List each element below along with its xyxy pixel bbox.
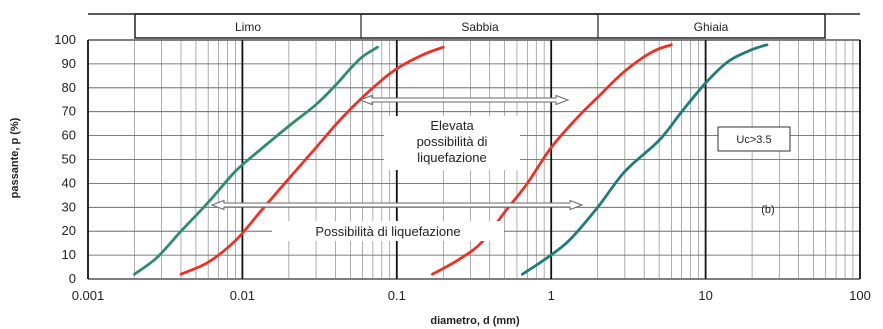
annotation-possibilita: Possibilità di liquefazione <box>272 221 504 241</box>
x-axis-title: diametro, d (mm) <box>430 315 520 327</box>
y-tick-label: 30 <box>62 199 76 214</box>
band-label-ghiaia: Ghiaia <box>694 20 729 34</box>
annotation-uc-box <box>717 126 791 152</box>
x-tick-labels: 0.001 0.01 0.1 1 10 100 <box>72 288 871 303</box>
arrow-possibilita <box>210 199 584 211</box>
y-tick-label: 0 <box>69 271 76 286</box>
y-tick-label: 10 <box>62 247 76 262</box>
x-tick-label: 100 <box>849 288 871 303</box>
y-tick-label: 20 <box>62 223 76 238</box>
x-tick-label: 0.01 <box>230 288 255 303</box>
series-line-3 <box>431 43 673 276</box>
x-tick-label: 0.1 <box>388 288 406 303</box>
series-group <box>133 43 769 276</box>
band-header-box <box>134 13 826 39</box>
annotation-uc: Uc>3.5 <box>717 126 791 152</box>
band-label-limo: Limo <box>235 20 261 34</box>
x-tick-label: 10 <box>698 288 712 303</box>
y-tick-label: 70 <box>62 104 76 119</box>
annotation-uc-text: Uc>3.5 <box>736 134 771 146</box>
annotation-elevata-line1: Elevata <box>430 118 474 133</box>
y-axis-title: passante, p (%) <box>9 117 21 198</box>
y-tick-labels: 0 10 20 30 40 50 60 70 80 90 100 <box>54 32 76 286</box>
series-line-1 <box>133 45 379 276</box>
arrow-elevata <box>358 94 570 106</box>
x-tick-label: 0.001 <box>72 288 105 303</box>
annotation-elevata-line2: possibilità di <box>417 134 488 149</box>
annotation-elevata: Elevata possibilità di liquefazione <box>384 116 520 170</box>
annotation-elevata-line3: liquefazione <box>417 150 486 165</box>
y-tick-label: 90 <box>62 56 76 71</box>
annotation-possibilita-bg <box>272 221 504 241</box>
series-line-2 <box>179 45 445 276</box>
band-header: Limo Sabbia Ghiaia <box>88 13 860 39</box>
y-tick-label: 40 <box>62 175 76 190</box>
series-line-4 <box>520 43 769 276</box>
y-tick-label: 60 <box>62 128 76 143</box>
x-tick-label: 1 <box>548 288 555 303</box>
annotation-arrows <box>210 94 584 211</box>
panel-label: (b) <box>761 204 774 216</box>
annotation-elevata-bg <box>384 116 520 170</box>
band-label-sabbia: Sabbia <box>461 20 499 34</box>
annotation-possibilita-text: Possibilità di liquefazione <box>315 224 460 239</box>
y-tick-label: 80 <box>62 80 76 95</box>
y-tick-label: 100 <box>54 32 76 47</box>
y-tick-label: 50 <box>62 152 76 167</box>
